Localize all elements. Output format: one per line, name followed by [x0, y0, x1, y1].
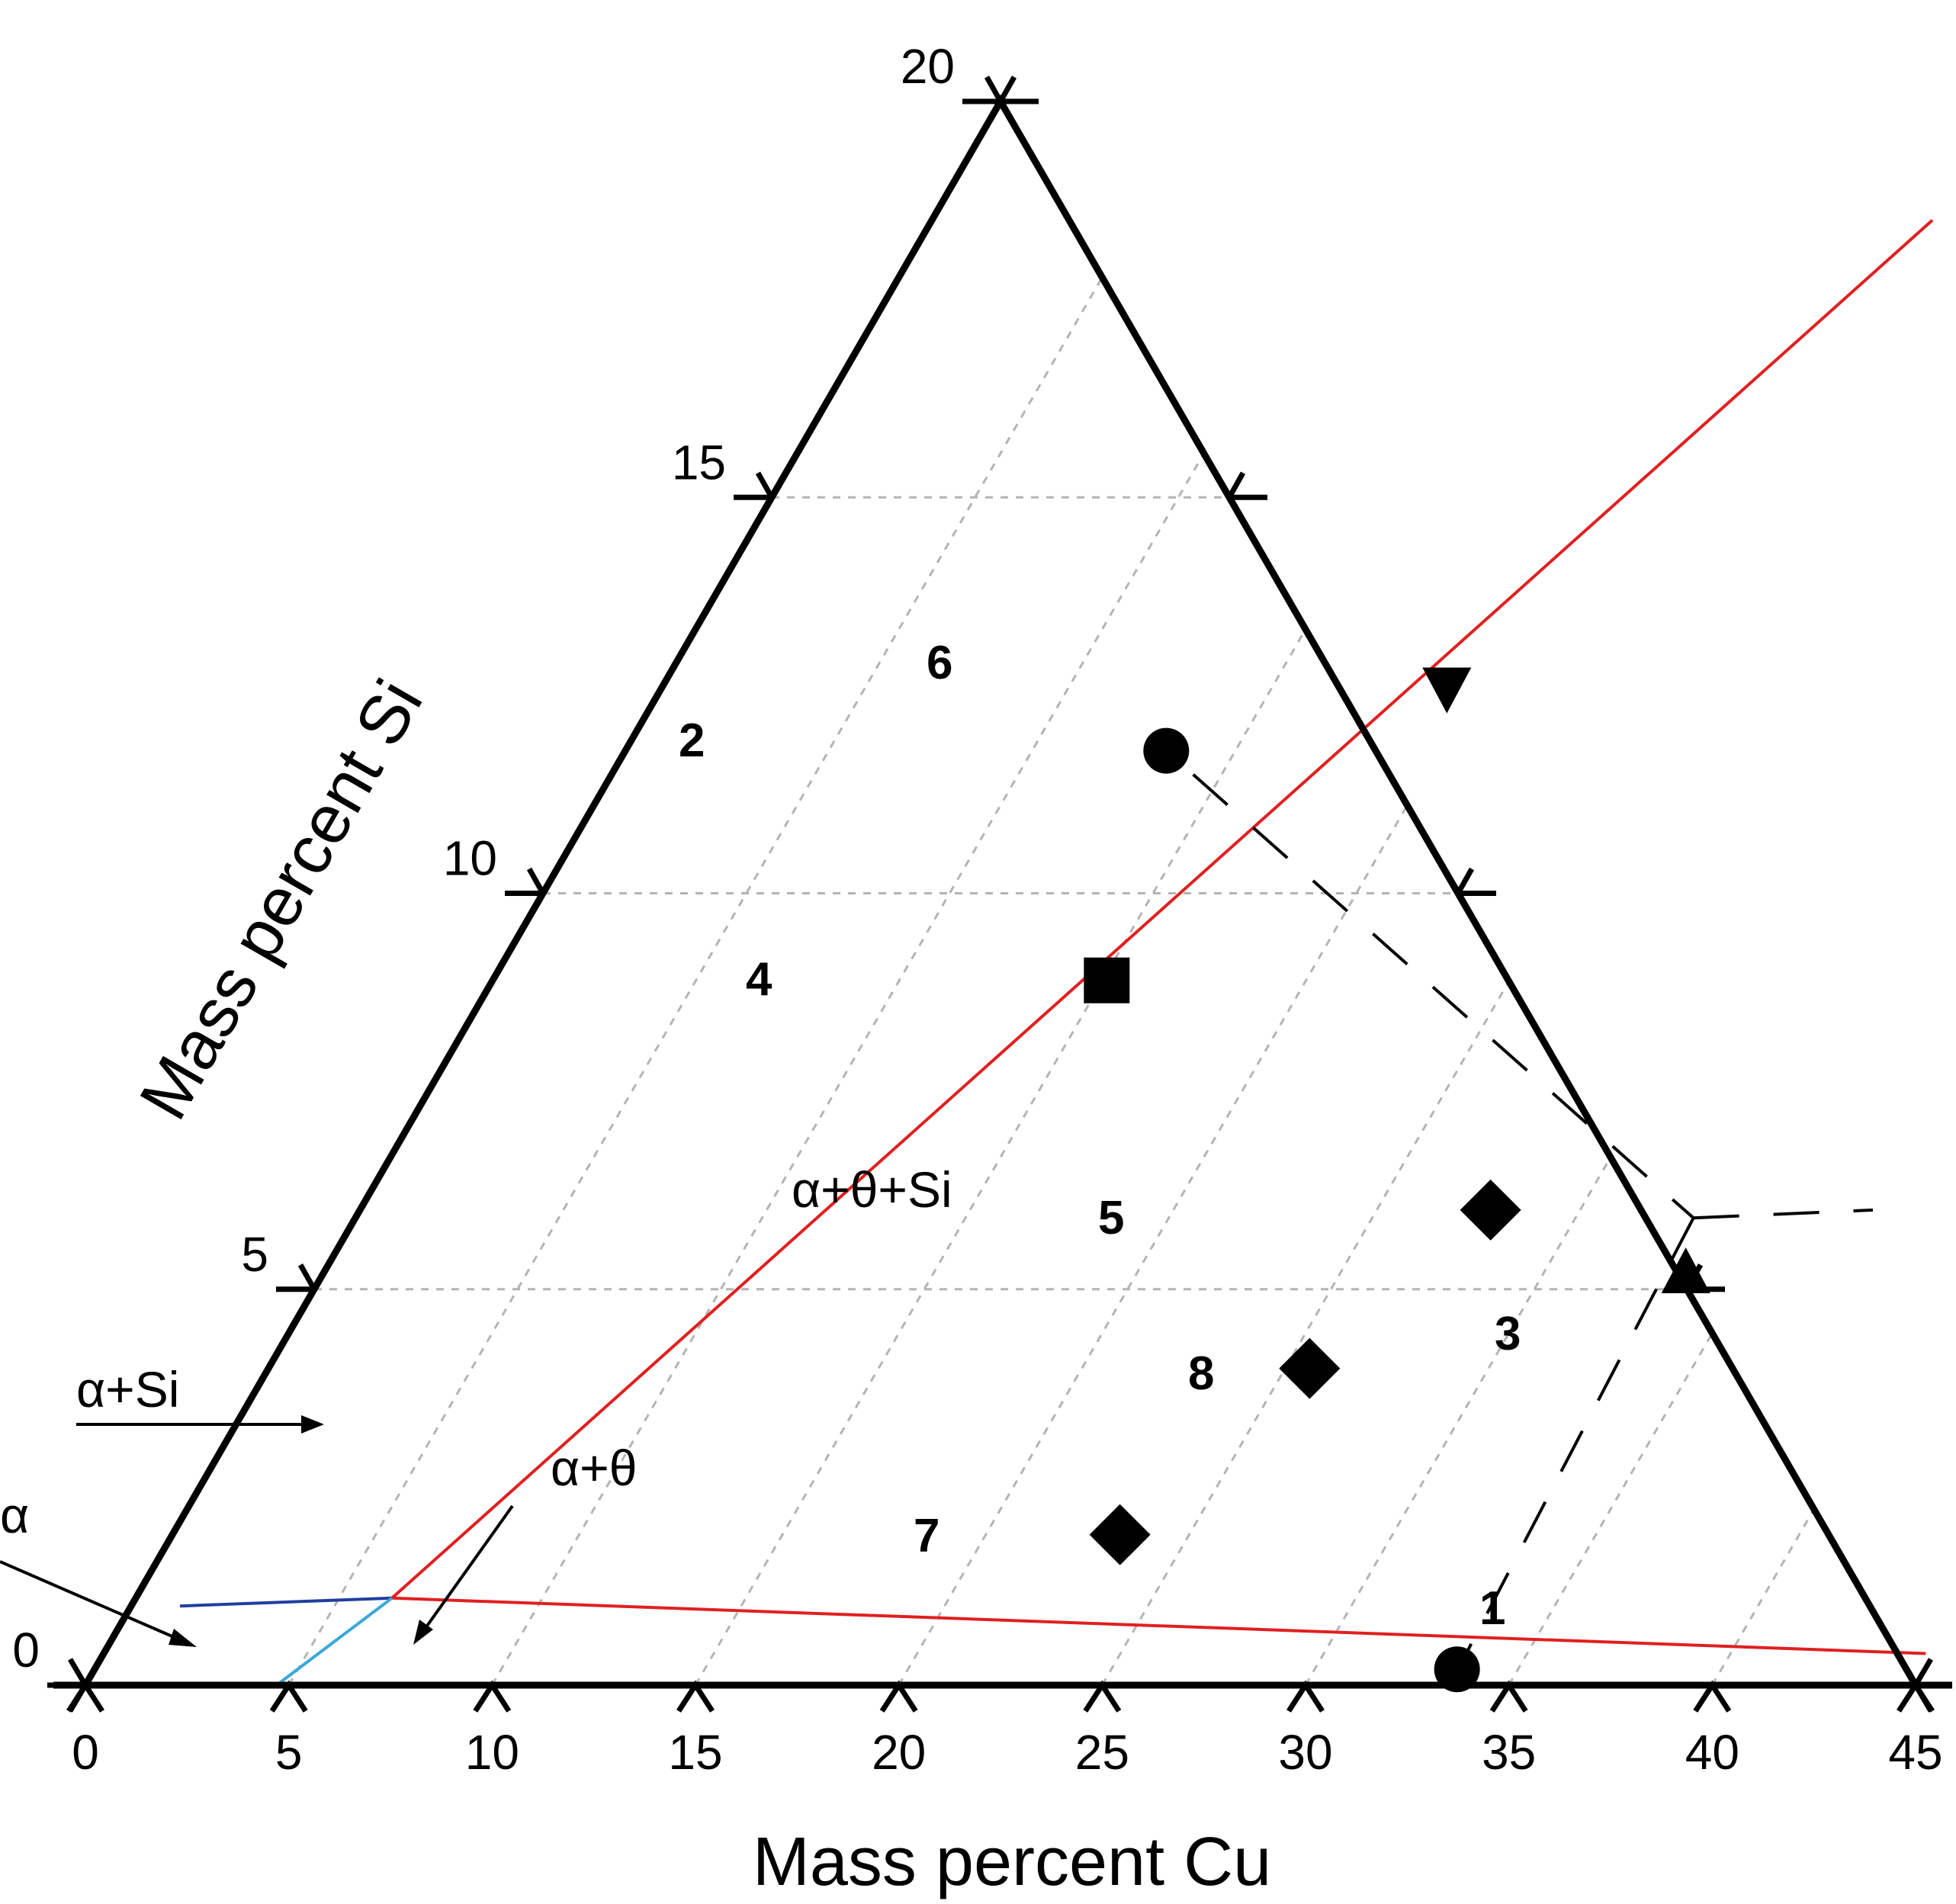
right-tick-barb-10 [1455, 867, 1475, 895]
phase-boundary-1 [391, 1596, 1926, 1655]
x-tick-mark-15 [676, 1680, 715, 1713]
x-tick-label-45: 45 [1888, 1725, 1942, 1780]
x-tick-mark-25 [1083, 1680, 1122, 1713]
point-label-3: 3 [1495, 1308, 1521, 1360]
point-marker-5 [1460, 1179, 1521, 1241]
data-points [1084, 667, 1710, 1693]
dashed-boundary-5 [1693, 1208, 1874, 1220]
grid-line-cu-25 [1101, 981, 1510, 1686]
arrow-head-alpha [169, 1629, 197, 1647]
axis-ticks [47, 75, 1935, 1713]
arrow-head-alpha-si [301, 1415, 324, 1434]
phase-boundaries [179, 219, 1934, 1687]
point-label-1: 1 [1479, 1582, 1505, 1635]
x-tick-mark-20 [879, 1680, 918, 1713]
x-tick-mark-40 [1693, 1680, 1732, 1713]
right-tick-barb-20 [997, 75, 1017, 103]
x-tick-label-25: 25 [1075, 1725, 1129, 1780]
region-arrows [0, 1415, 514, 1647]
right-tick-barb-15 [1226, 471, 1246, 499]
x-tick-mark-30 [1286, 1680, 1325, 1713]
x-axis-title: Mass percent Cu [753, 1824, 1271, 1900]
arrow-alpha-theta [424, 1504, 514, 1629]
phase-boundary-0 [390, 219, 1934, 1600]
grid-line-cu-15 [694, 628, 1307, 1686]
grid-line-cu-20 [898, 804, 1408, 1686]
x-tick-mark-35 [1489, 1680, 1528, 1713]
y-tick-label-15: 15 [672, 435, 726, 490]
dashed-boundary-6 [1464, 1217, 1695, 1655]
region-label-alpha-theta: α+θ [551, 1440, 637, 1496]
y-tick-label-10: 10 [443, 831, 497, 886]
dashed-boundary-4 [1192, 773, 1695, 1219]
grid-line-cu-40 [1711, 1508, 1815, 1686]
point-marker-2 [1143, 727, 1190, 774]
x-tick-label-15: 15 [668, 1725, 722, 1780]
point-label-5: 5 [1098, 1192, 1124, 1244]
arrow-head-alpha-theta [413, 1620, 433, 1645]
point-marker-6 [1422, 667, 1472, 714]
y-tick-barb-15 [755, 471, 775, 499]
y-tick-label-20: 20 [901, 39, 955, 94]
point-label-6: 6 [927, 637, 952, 689]
grid-lines [287, 277, 1815, 1686]
y-axis-title: Mass percent Si [125, 668, 437, 1132]
x-tick-label-5: 5 [275, 1725, 303, 1780]
grid-line-cu-5 [287, 277, 1103, 1686]
region-label-alpha: α [0, 1487, 29, 1543]
grid-line-cu-35 [1508, 1332, 1714, 1686]
y-tick-barb-20 [984, 75, 1004, 103]
x-tick-label-0: 0 [72, 1725, 99, 1780]
x-tick-label-35: 35 [1482, 1725, 1536, 1780]
x-tick-mark-5 [269, 1680, 308, 1713]
y-tick-label-0: 0 [12, 1623, 40, 1678]
x-tick-label-40: 40 [1685, 1725, 1739, 1780]
grid-line-cu-30 [1304, 1156, 1612, 1686]
point-marker-4 [1084, 957, 1130, 1003]
point-label-4: 4 [746, 953, 772, 1006]
point-marker-8 [1279, 1337, 1341, 1399]
x-tick-label-30: 30 [1278, 1725, 1332, 1780]
y-tick-barb-10 [526, 867, 546, 895]
point-marker-7 [1089, 1504, 1151, 1565]
phase-boundary-2 [179, 1596, 393, 1608]
arrow-alpha [0, 1560, 180, 1641]
right-tick-origin [1912, 1658, 1934, 1713]
point-label-7: 7 [914, 1510, 939, 1562]
point-marker-3 [1661, 1247, 1710, 1293]
region-label-alpha-si: α+Si [76, 1361, 179, 1418]
x-tick-label-10: 10 [465, 1725, 519, 1780]
x-tick-label-20: 20 [872, 1725, 926, 1780]
point-label-2: 2 [679, 714, 705, 767]
phase-boundary-3 [275, 1597, 393, 1687]
y-tick-barb-5 [297, 1263, 317, 1291]
x-tick-mark-10 [473, 1680, 512, 1713]
point-label-8: 8 [1188, 1347, 1214, 1400]
point-marker-1 [1434, 1646, 1480, 1693]
region-label-alpha-theta-si: α+θ+Si [792, 1161, 952, 1218]
y-tick-origin-0 [67, 1658, 89, 1713]
y-tick-label-5: 5 [241, 1227, 268, 1282]
data-point-labels: 1 2 3 4 5 6 7 8 [679, 637, 1521, 1635]
grid-line-cu-10 [491, 452, 1205, 1686]
